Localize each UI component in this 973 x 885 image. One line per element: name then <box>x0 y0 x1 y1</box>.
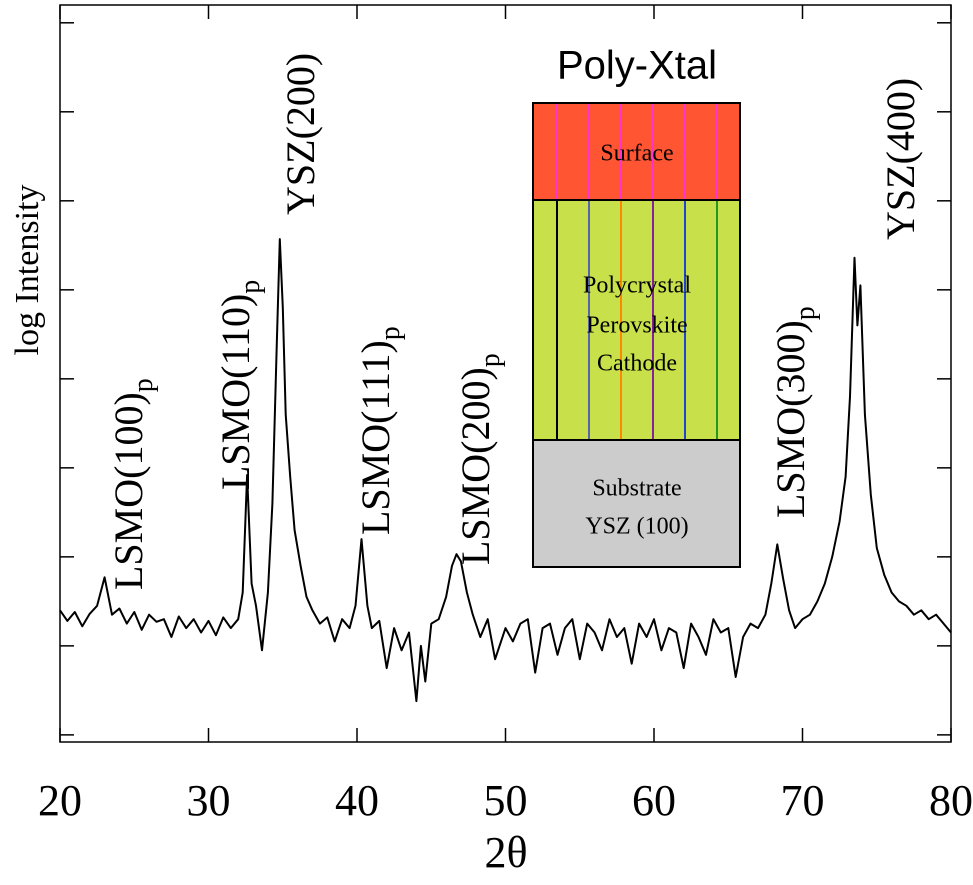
peak-label-text: LSMO(300) <box>768 320 813 518</box>
peak-label-text: LSMO(100) <box>106 392 151 590</box>
x-tick-label: 50 <box>484 776 528 825</box>
layer-label: Surface <box>600 141 673 167</box>
layer-label: Substrate <box>592 476 681 502</box>
peak-label-sub: p <box>375 326 406 340</box>
x-axis-label: 2θ <box>484 828 527 877</box>
peak-label: LSMO(300)p <box>768 306 821 518</box>
inset: Poly-Xtal Surface Polycrystal Perovskite… <box>532 44 741 568</box>
x-tick-label: 20 <box>38 776 82 825</box>
y-axis-label: log Intensity <box>9 185 46 356</box>
x-tick-label: 70 <box>781 776 825 825</box>
peak-label-sub: p <box>235 280 266 294</box>
peak-label-sub: p <box>790 306 821 320</box>
inset-title: Poly-Xtal <box>557 44 717 88</box>
peak-label: LSMO(200)p <box>453 353 506 565</box>
peak-label-text: YSZ(200) <box>278 53 323 215</box>
peak-label-text: LSMO(200) <box>453 367 498 565</box>
peak-label: LSMO(100)p <box>106 378 159 590</box>
xrd-line <box>59 238 952 703</box>
peak-label-sub: p <box>128 378 159 392</box>
cathode-layer <box>532 199 741 441</box>
x-tick-label: 80 <box>929 776 973 825</box>
grain-boundaries <box>556 201 718 439</box>
peak-label-text: YSZ(400) <box>878 78 923 240</box>
layer-label: YSZ (100) <box>585 514 688 540</box>
peak-label-text: LSMO(111) <box>353 340 398 535</box>
layer-label: Cathode <box>597 351 677 377</box>
x-tick-label: 60 <box>632 776 676 825</box>
layer-label: Polycrystal <box>583 273 691 299</box>
peak-label-sub: p <box>475 353 506 367</box>
peak-label: YSZ(200) <box>278 53 323 215</box>
layer-label: Perovskite <box>586 313 687 339</box>
surface-grain-lines <box>556 104 718 199</box>
peak-label-text: LSMO(110) <box>213 294 258 490</box>
x-tick-label: 40 <box>335 776 379 825</box>
peak-label: LSMO(110)p <box>213 280 266 490</box>
peak-label: YSZ(400) <box>878 78 923 240</box>
substrate-layer <box>532 439 741 568</box>
surface-layer <box>532 102 741 201</box>
x-tick-label: 30 <box>187 776 231 825</box>
plot-frame <box>59 4 952 743</box>
peak-label: LSMO(111)p <box>353 326 406 535</box>
